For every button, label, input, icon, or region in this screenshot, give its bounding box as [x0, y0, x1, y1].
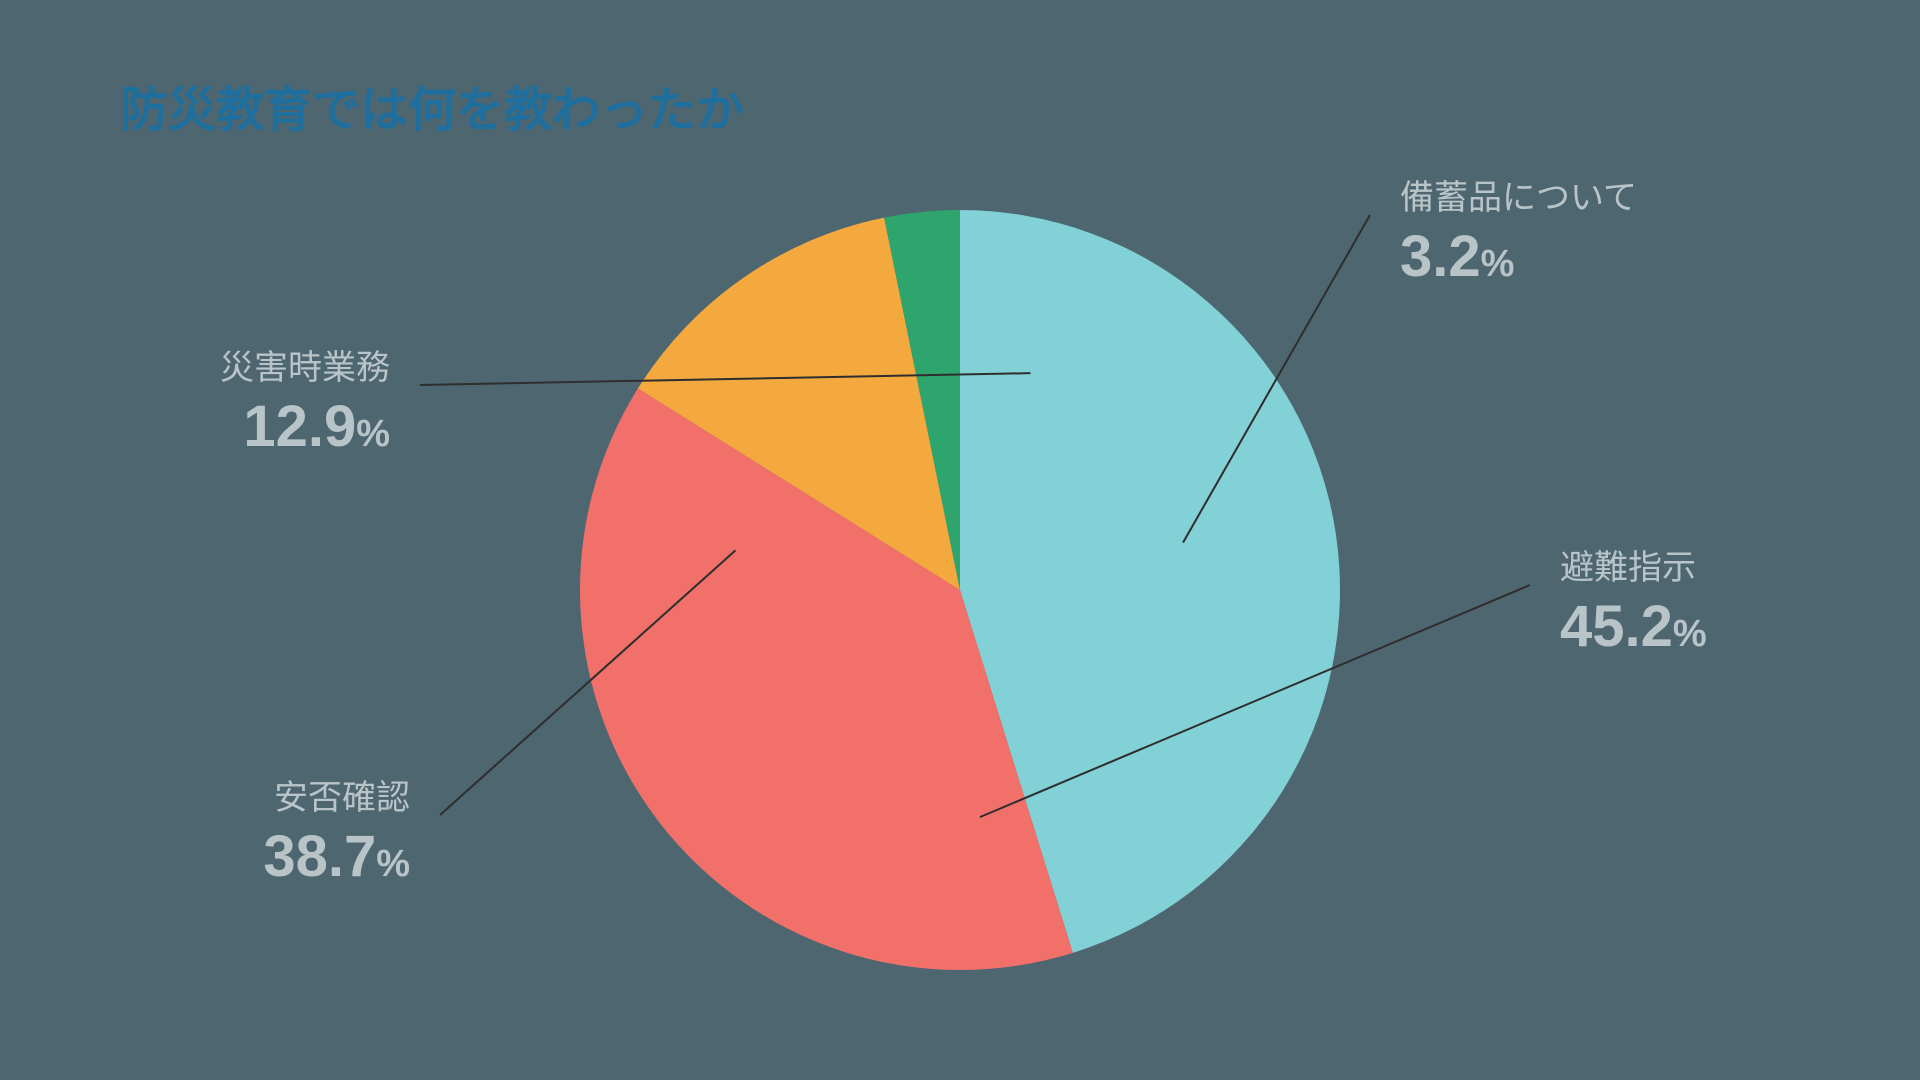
- callout-value: 12.9%: [220, 393, 390, 460]
- callout-value: 45.2%: [1560, 593, 1707, 660]
- callout-value: 3.2%: [1400, 223, 1637, 290]
- percent-symbol: %: [356, 413, 390, 455]
- percent-symbol: %: [376, 843, 410, 885]
- callout: 災害時業務12.9%: [220, 340, 390, 460]
- callout-label: 避難指示: [1560, 540, 1707, 589]
- callout-label: 安否確認: [263, 770, 410, 819]
- percent-symbol: %: [1673, 613, 1707, 655]
- callout-number: 38.7: [263, 824, 376, 889]
- callout-number: 3.2: [1400, 224, 1481, 289]
- callout: 備蓄品について3.2%: [1400, 170, 1637, 290]
- callout-number: 45.2: [1560, 594, 1673, 659]
- callout-number: 12.9: [243, 394, 356, 459]
- chart-stage: 防災教育では何を教わったか 避難指示45.2%安否確認38.7%災害時業務12.…: [0, 0, 1920, 1080]
- callout-label: 災害時業務: [220, 340, 390, 389]
- callout-value: 38.7%: [263, 823, 410, 890]
- callout: 安否確認38.7%: [263, 770, 410, 890]
- percent-symbol: %: [1481, 243, 1515, 285]
- callout-label: 備蓄品について: [1400, 170, 1637, 219]
- chart-title: 防災教育では何を教わったか: [120, 70, 744, 140]
- callout: 避難指示45.2%: [1560, 540, 1707, 660]
